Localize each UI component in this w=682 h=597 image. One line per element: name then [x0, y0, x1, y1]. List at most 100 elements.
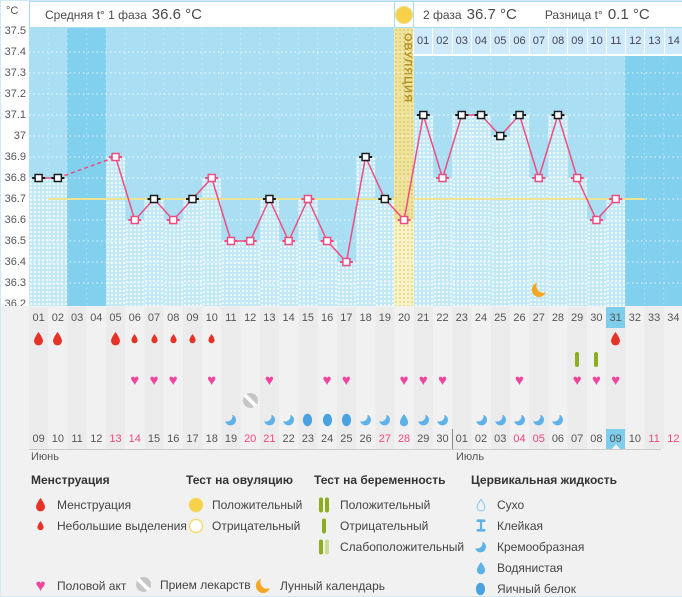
cycle-day-number: 14 — [282, 311, 295, 324]
phase1-label: Средняя t° 1 фаза — [45, 7, 147, 22]
y-axis-tick: 36.3 — [4, 277, 26, 289]
cycle-day-number: 04 — [90, 311, 103, 324]
day-column-fill — [182, 199, 203, 306]
y-axis-unit-label: °C — [6, 5, 19, 17]
day-column-fill — [298, 199, 318, 306]
phase2-day-number: 05 — [490, 28, 510, 56]
menstruation-heavy-icon — [106, 328, 125, 349]
calendar-date: 07 — [571, 433, 584, 445]
legend-item-label: Менструация — [57, 497, 132, 512]
medication-icon — [241, 391, 260, 410]
calendar-date: 30 — [436, 433, 449, 445]
intercourse-heart-icon: ♥ — [264, 372, 274, 389]
temperature-point — [111, 152, 120, 162]
cervical-creamy-icon — [414, 410, 433, 429]
day-column-fill — [48, 178, 68, 306]
calendar-date: 09 — [32, 433, 45, 445]
legend-item-label: Кремообразная — [497, 539, 585, 554]
lower-grid-background — [1, 306, 682, 596]
day-column-fill — [548, 115, 568, 306]
lunar-calendar-icon — [531, 281, 548, 303]
month-separator — [452, 429, 453, 450]
cervical-creamy-icon — [375, 410, 394, 429]
legend-item: Яичный белок — [471, 578, 617, 596]
today-marker-notch — [611, 444, 620, 449]
calendar-date: 12 — [90, 433, 103, 445]
legend-section-ovulation-test: Тест на овуляцию Положительный Отрицательн… — [186, 473, 302, 536]
day-column-fill — [279, 241, 299, 306]
legend-item-label: Небольшие выделения — [57, 518, 187, 533]
phase2-day-number: 08 — [547, 28, 568, 56]
temperature-point — [438, 173, 447, 183]
cervical-creamy-icon — [510, 410, 529, 429]
legend-item-label: Водянистая — [497, 560, 563, 575]
legend-item: Водянистая — [471, 557, 617, 578]
intercourse-heart-icon: ♥ — [207, 372, 217, 389]
phase2-day-number: 07 — [528, 28, 548, 56]
day-column-fill — [356, 157, 376, 306]
medication-icon — [134, 577, 153, 592]
legend-item-label: Сухо — [497, 497, 525, 512]
moon-icon — [254, 577, 273, 594]
phase2-day-number: 03 — [451, 28, 471, 56]
day-column-fill — [529, 178, 549, 306]
calendar-date: 06 — [551, 433, 565, 445]
legend-item-moon: Лунный календарь — [254, 577, 385, 594]
cycle-day-number: 26 — [513, 311, 526, 324]
legend-item-label: Лунный календарь — [280, 578, 386, 593]
calendar-date: 05 — [532, 433, 545, 445]
legend-item-label: Прием лекарств — [160, 577, 251, 592]
temperature-point — [419, 110, 428, 120]
calendar-date: 24 — [321, 433, 334, 445]
cycle-day-number: 19 — [378, 311, 391, 324]
cervical-eggwhite-icon — [337, 410, 356, 429]
legend-item-label: Отрицательный — [340, 518, 429, 533]
calendar-date: 21 — [263, 433, 276, 445]
phase2-day-number: 14 — [663, 28, 682, 56]
intercourse-heart-icon: ♥ — [438, 372, 447, 389]
calendar-date: 14 — [128, 433, 141, 445]
temperature-point — [476, 110, 486, 120]
pregnancy-test-negative-icon — [568, 349, 587, 370]
drop-outline-icon — [471, 497, 490, 512]
cycle-day-number: 29 — [571, 311, 584, 324]
calendar-date: 04 — [513, 433, 526, 445]
cervical-watery-icon — [394, 410, 413, 429]
cycle-day-number: 18 — [359, 311, 372, 324]
day-column-fill — [29, 178, 49, 306]
legend-item: Клейкая — [471, 515, 617, 536]
calendar-date: 28 — [397, 433, 411, 445]
ovulation-test-positive-icon — [395, 5, 413, 24]
day-column-fill — [202, 178, 222, 306]
legend-item: Небольшие выделения — [31, 515, 187, 536]
diff-label: Разница t° — [544, 7, 603, 22]
y-axis-tick: 36.8 — [4, 172, 26, 184]
legend-section-cervical-fluid: Цервикальная жидкость Сухо Клейкая Кремообр… — [471, 473, 618, 596]
cervical-eggwhite-icon — [318, 410, 337, 429]
month-label-june: Июнь — [31, 451, 59, 463]
calendar-date: 09 — [606, 429, 626, 449]
legend-item: Сухо — [471, 494, 617, 515]
temperature-point — [553, 110, 563, 120]
legend-item-heart: ♥ Половой акт — [31, 577, 126, 594]
cycle-day-number: 07 — [147, 311, 161, 324]
legend-title: Тест на беременность — [314, 473, 446, 487]
day-column — [279, 28, 299, 306]
menstruation-light-icon — [183, 328, 202, 349]
y-axis-tick: 36.5 — [4, 235, 26, 247]
temperature-point — [515, 110, 524, 120]
cycle-day-number: 24 — [474, 311, 488, 324]
day-column-fill — [509, 115, 530, 306]
legend-title: Цервикальная жидкость — [471, 473, 618, 487]
intercourse-heart-icon: ♥ — [322, 372, 332, 389]
circle-outline-icon — [186, 518, 205, 534]
cycle-day-number: 32 — [628, 311, 641, 324]
phase2-summary-cell: 2 фаза 36.7 °C Разница t° 0.1 °C — [413, 1, 682, 28]
calendar-date: 10 — [51, 433, 64, 445]
day-column — [317, 28, 337, 306]
bars-weak-icon — [314, 539, 333, 555]
day-column-fill — [221, 241, 241, 306]
bar-one-icon — [314, 518, 333, 534]
teardrop-icon — [471, 561, 490, 575]
